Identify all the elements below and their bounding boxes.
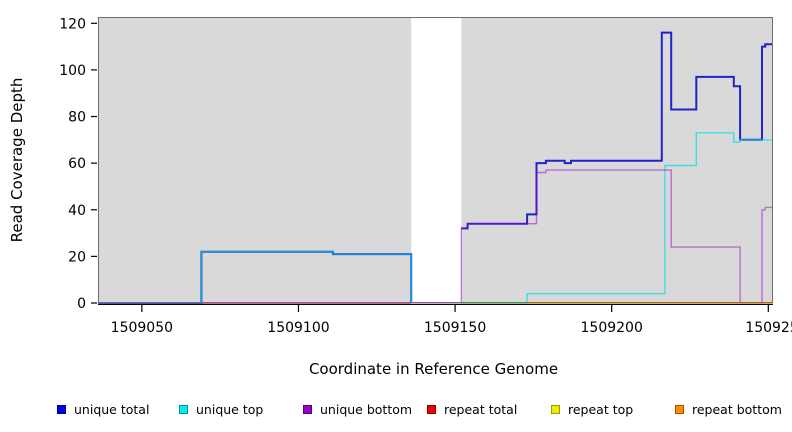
y-tick-label: 100 <box>59 63 86 79</box>
series-line-unique-top <box>461 132 773 304</box>
chart-plot-svg: 0 20 40 60 80 100 120 1509050 1509100 1509150 1509… <box>8 16 792 378</box>
axis-tick-labels: 0 20 40 60 80 100 120 1509050 1509100 1509150 1509… <box>59 16 792 336</box>
y-tick-label: 0 <box>77 296 86 312</box>
legend-label: unique bottom <box>320 401 413 417</box>
legend-label: repeat bottom <box>692 401 782 417</box>
x-tick-label: 150925 <box>745 320 792 336</box>
x-tick-label: 1509150 <box>424 320 486 336</box>
legend-item-unique-top: unique top <box>179 401 263 417</box>
legend-swatch-icon <box>551 404 560 414</box>
plot-border <box>98 17 773 303</box>
coverage-chart: 0 20 40 60 80 100 120 1509050 1509100 1509150 1509… <box>8 16 792 378</box>
x-tick-label: 1509100 <box>267 320 329 336</box>
legend-item-repeat-bottom: repeat bottom <box>675 401 782 417</box>
legend-label: repeat total <box>444 401 518 417</box>
legend-item-repeat-top: repeat top <box>551 401 633 417</box>
y-axis-title: Read Coverage Depth <box>8 78 26 243</box>
legend-item-unique-total: unique total <box>57 401 149 417</box>
x-axis-title: Coordinate in Reference Genome <box>309 360 558 378</box>
y-tick-label: 120 <box>59 16 86 32</box>
x-tick-label: 1509200 <box>581 320 643 336</box>
legend-swatch-icon <box>179 404 188 414</box>
legend-swatch-icon <box>427 404 436 414</box>
x-tick-label: 1509050 <box>111 320 173 336</box>
masked-region-band <box>411 18 462 303</box>
legend-swatch-icon <box>675 404 684 414</box>
axis-ticks <box>91 22 769 312</box>
chart-legend: unique total unique top unique bottom repea… <box>0 398 792 422</box>
y-tick-label: 80 <box>68 110 86 126</box>
y-tick-label: 40 <box>68 203 86 219</box>
legend-item-repeat-total: repeat total <box>427 401 517 417</box>
y-tick-label: 60 <box>68 156 86 172</box>
legend-label: unique total <box>74 401 150 417</box>
legend-swatch-icon <box>303 404 312 414</box>
legend-swatch-icon <box>57 404 66 414</box>
y-tick-label: 20 <box>68 249 86 265</box>
legend-label: unique top <box>196 401 264 417</box>
series-line-unique-bottom <box>98 169 773 304</box>
legend-item-unique-bottom: unique bottom <box>303 401 412 417</box>
legend-label: repeat top <box>568 401 634 417</box>
